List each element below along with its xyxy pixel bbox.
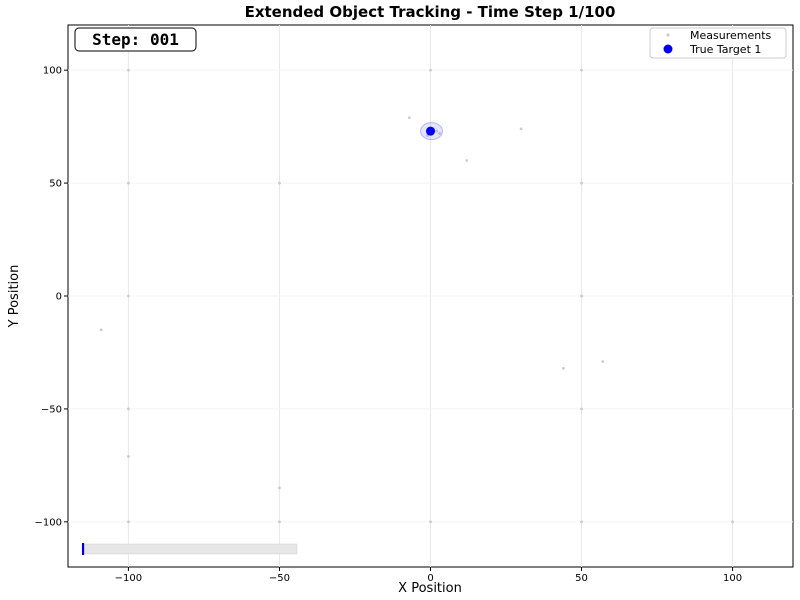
- x-tick-label: −100: [115, 573, 142, 584]
- measurement-point: [127, 68, 130, 72]
- legend-label-target: True Target 1: [689, 43, 761, 56]
- y-tick-label: −100: [35, 517, 62, 528]
- x-axis-label: X Position: [398, 581, 462, 596]
- measurement-point: [601, 360, 605, 363]
- progress-track: [81, 543, 298, 555]
- x-tick-label: −50: [269, 573, 290, 584]
- measurement-point: [435, 129, 438, 133]
- y-ticks: −100 −50 0 50 100: [35, 66, 68, 528]
- y-tick-label: 50: [49, 179, 62, 190]
- measurement-point: [127, 454, 130, 458]
- measurement-point: [278, 520, 281, 524]
- measurement-point: [519, 127, 523, 131]
- progress-fill: [82, 543, 85, 555]
- step-label-box: [74, 27, 197, 52]
- measurement-point: [465, 159, 469, 162]
- measurement-point: [127, 294, 130, 298]
- measurement-point: [580, 520, 583, 524]
- measurement-point: [580, 181, 583, 185]
- y-tick-label: −50: [41, 404, 62, 415]
- measurement-point: [407, 116, 411, 119]
- measurement-point: [278, 486, 281, 490]
- measurement-point: [127, 407, 130, 411]
- measurement-point: [580, 407, 583, 411]
- measurement-point: [580, 294, 583, 298]
- measurement-point: [278, 181, 281, 185]
- measurement-point: [429, 520, 432, 524]
- measurement-point: [731, 520, 734, 524]
- target-layer: [420, 122, 443, 141]
- y-tick-label: 100: [43, 66, 62, 77]
- x-ticks: −100 −50 0 50 100: [115, 567, 742, 584]
- target-point: [426, 126, 435, 136]
- legend-marker-target: [663, 44, 673, 54]
- legend-marker-measurements: [666, 33, 670, 37]
- legend: Measurements True Target 1: [649, 27, 787, 59]
- chart-title: Extended Object Tracking - Time Step 1/1…: [245, 3, 616, 21]
- measurement-point: [127, 520, 130, 524]
- measurement-point: [438, 132, 441, 135]
- x-tick-label: 50: [575, 573, 588, 584]
- measurement-point: [429, 68, 432, 72]
- measurement-point: [562, 366, 565, 370]
- step-label: Step: 001: [92, 30, 179, 49]
- measurement-point: [99, 328, 103, 332]
- x-tick-label: 0: [427, 573, 433, 584]
- x-tick-label: 100: [723, 573, 742, 584]
- measurement-point: [580, 68, 583, 72]
- legend-label-measurements: Measurements: [690, 29, 772, 42]
- legend-box: [649, 27, 787, 59]
- y-tick-label: 0: [56, 292, 62, 303]
- y-axis-label: Y Position: [7, 265, 22, 329]
- measurement-point: [127, 181, 130, 185]
